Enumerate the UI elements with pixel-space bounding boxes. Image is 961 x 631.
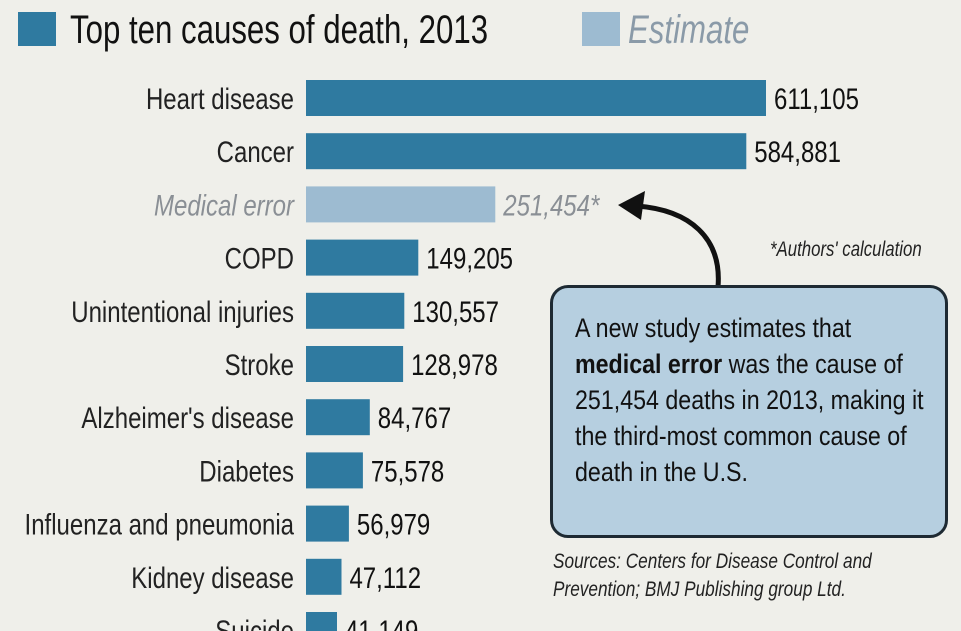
bar-1 [306, 133, 746, 169]
category-label-7: Diabetes [199, 454, 294, 488]
sources: Sources: Centers for Disease Control and… [553, 548, 947, 604]
bar-2 [306, 186, 495, 222]
callout-text-pre: A new study estimates that [575, 313, 851, 343]
value-label-0: 611,105 [774, 81, 859, 115]
value-label-7: 75,578 [371, 454, 444, 488]
legend-swatch-actual [18, 12, 56, 46]
bar-6 [306, 399, 370, 435]
category-label-10: Suicide [215, 613, 294, 631]
cropped-credit [806, 610, 926, 631]
footnote: *Authors' calculation [770, 238, 922, 262]
bar-0 [306, 80, 766, 116]
value-label-3: 149,205 [426, 241, 513, 275]
category-label-4: Unintentional injuries [71, 294, 294, 328]
value-label-9: 47,112 [349, 560, 421, 594]
category-label-6: Alzheimer's disease [81, 401, 294, 435]
bar-9 [306, 559, 342, 595]
category-label-9: Kidney disease [131, 560, 294, 594]
value-label-1: 584,881 [754, 135, 841, 169]
bar-7 [306, 452, 363, 488]
callout-text: A new study estimates that medical error… [575, 310, 928, 490]
legend-estimate-label: Estimate [628, 8, 749, 52]
legend: Top ten causes of death, 2013 Estimate [0, 4, 961, 56]
chart-title: Top ten causes of death, 2013 [70, 8, 488, 52]
value-label-2: 251,454* [502, 188, 600, 222]
category-label-5: Stroke [225, 347, 294, 381]
category-label-3: COPD [225, 241, 294, 275]
value-label-6: 84,767 [378, 401, 451, 435]
callout-text-bold: medical error [575, 349, 722, 379]
category-label-0: Heart disease [146, 81, 294, 115]
legend-swatch-estimate [582, 12, 620, 46]
callout-arrowhead [618, 191, 645, 220]
bar-8 [306, 506, 349, 542]
callout-box: A new study estimates that medical error… [550, 285, 948, 538]
bar-10 [306, 612, 337, 631]
value-label-8: 56,979 [357, 507, 430, 541]
value-label-5: 128,978 [411, 347, 498, 381]
bar-3 [306, 240, 418, 276]
value-label-4: 130,557 [412, 294, 499, 328]
category-label-2: Medical error [154, 188, 295, 222]
category-label-8: Influenza and pneumonia [25, 507, 295, 541]
category-label-1: Cancer [217, 135, 294, 169]
bar-4 [306, 293, 404, 329]
bar-5 [306, 346, 403, 382]
callout-arrow-line [637, 206, 718, 287]
value-label-10: 41,149 [345, 613, 418, 631]
